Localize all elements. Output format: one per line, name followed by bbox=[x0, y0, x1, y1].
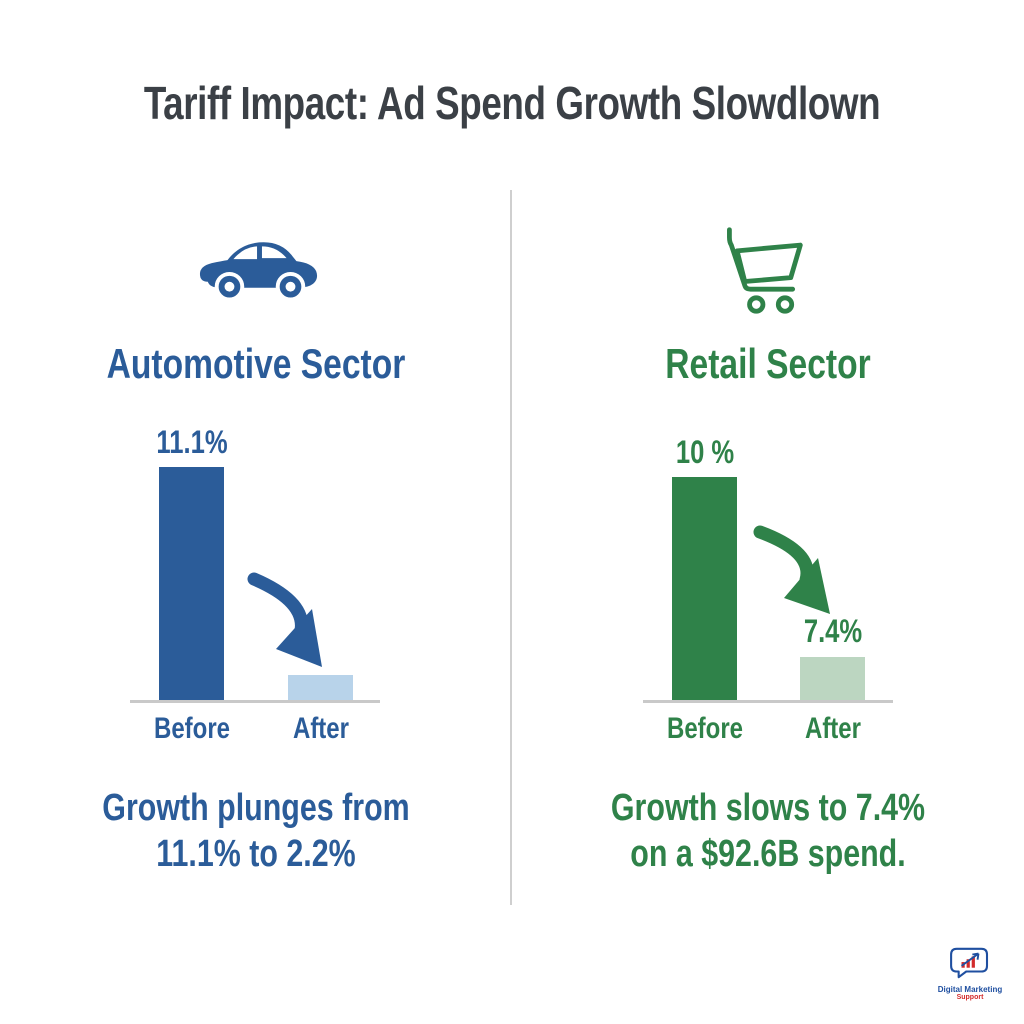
automotive-caption: Growth plunges from 11.1% to 2.2% bbox=[0, 785, 512, 877]
down-trend-arrow-icon bbox=[753, 525, 830, 614]
before-axis-label: Before bbox=[666, 712, 744, 745]
x-axis-baseline bbox=[643, 700, 893, 703]
retail-sector-title: Retail Sector bbox=[665, 340, 871, 387]
before-bar-value-label: 11.1% bbox=[156, 424, 228, 460]
down-trend-arrow-icon bbox=[247, 572, 322, 667]
after-bar bbox=[800, 657, 865, 700]
automotive-sector-title: Automotive Sector bbox=[106, 340, 406, 387]
automotive-caption-line1: Growth plunges from bbox=[102, 787, 410, 829]
before-bar bbox=[672, 477, 737, 700]
after-axis-label: After bbox=[804, 712, 861, 745]
retail-caption-line2: on a $92.6B spend. bbox=[630, 833, 906, 875]
retail-caption-line1: Growth slows to 7.4% bbox=[610, 787, 926, 829]
car-icon bbox=[199, 242, 318, 302]
shopping-cart-icon bbox=[727, 227, 803, 314]
x-axis-baseline bbox=[130, 700, 380, 703]
after-axis-label: After bbox=[292, 712, 349, 745]
after-bar-value-label: 7.4% bbox=[803, 613, 863, 649]
page-title-text: Tariff Impact: Ad Spend Growth Slowdlown bbox=[143, 77, 881, 129]
brand-logo: Digital Marketing Support bbox=[930, 946, 1010, 1002]
brand-logo-subtitle: Support bbox=[956, 994, 984, 1001]
before-bar bbox=[159, 467, 224, 700]
before-axis-label: Before bbox=[153, 712, 231, 745]
brand-logo-icon bbox=[950, 947, 989, 979]
column-divider bbox=[510, 190, 512, 905]
brand-logo-name: Digital Marketing bbox=[937, 985, 1003, 994]
before-bar-value-label: 10 % bbox=[675, 434, 735, 470]
page-title: Tariff Impact: Ad Spend Growth Slowdlown bbox=[0, 76, 1024, 130]
automotive-caption-line2: 11.1% to 2.2% bbox=[156, 833, 356, 875]
after-bar bbox=[288, 675, 353, 700]
retail-caption: Growth slows to 7.4% on a $92.6B spend. bbox=[512, 785, 1024, 877]
